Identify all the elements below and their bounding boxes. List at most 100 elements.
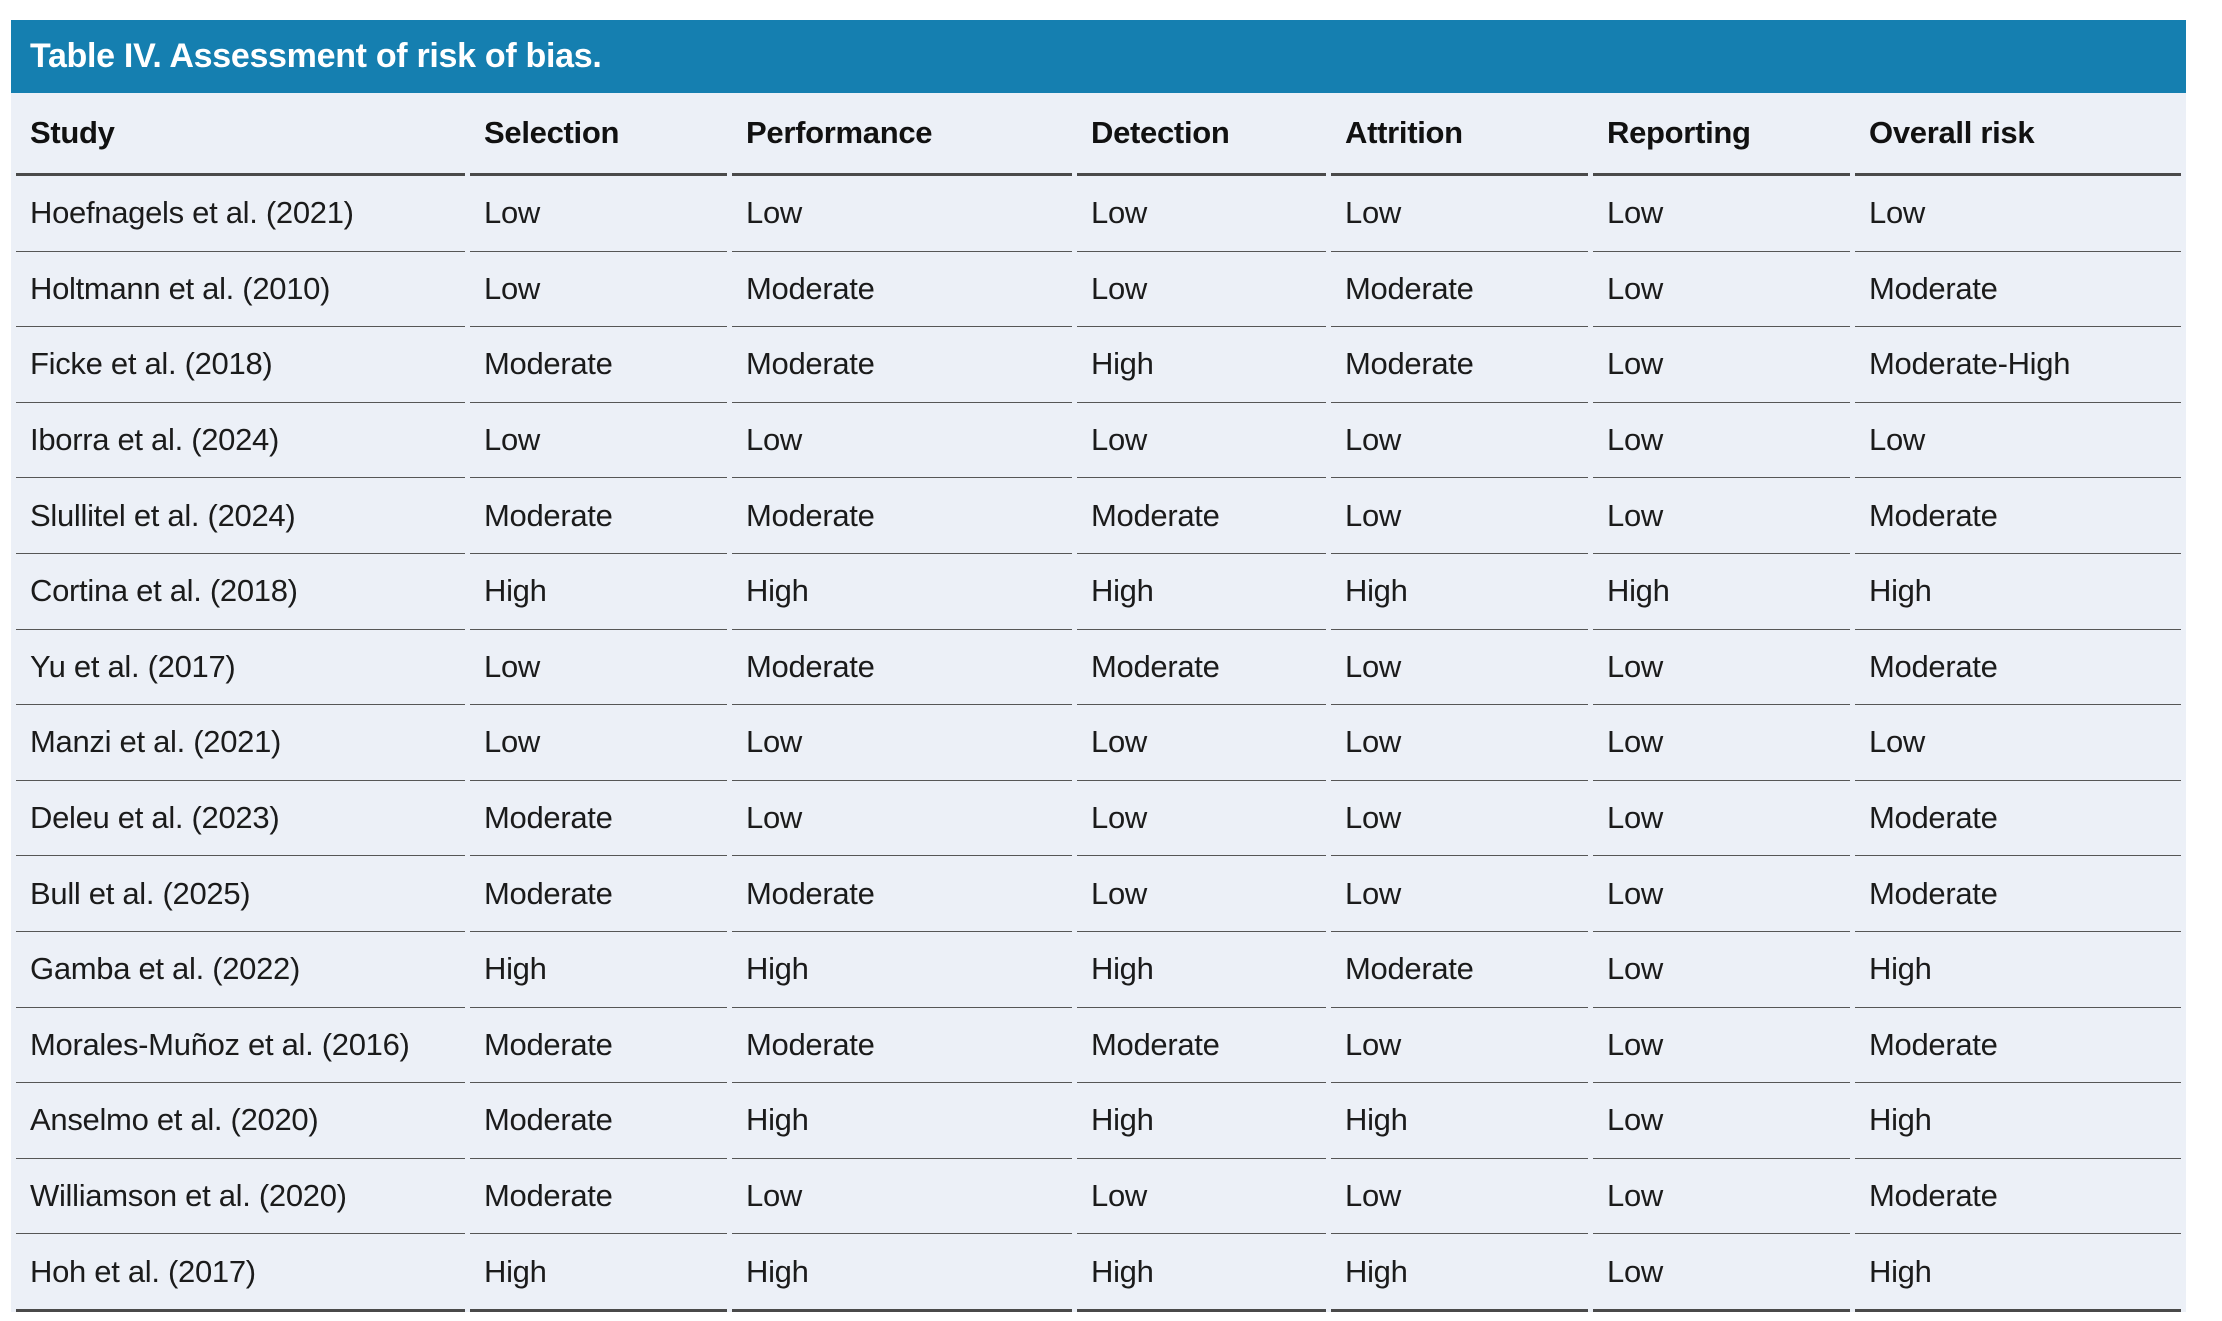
table-row: Williamson et al. (2020) Moderate Low Low Lo… — [16, 1159, 2181, 1235]
column-header-selection: Selection — [470, 93, 727, 176]
column-header-detection: Detection — [1077, 93, 1326, 176]
selection-risk-cell: Low — [470, 176, 727, 252]
overall-risk-cell: Moderate — [1855, 630, 2181, 706]
overall-risk-cell: Moderate — [1855, 252, 2181, 328]
selection-risk-cell: High — [470, 932, 727, 1008]
column-header-attrition: Attrition — [1331, 93, 1588, 176]
detection-risk-cell: Low — [1077, 403, 1326, 479]
detection-risk-cell: Low — [1077, 252, 1326, 328]
performance-risk-cell: Low — [732, 1159, 1072, 1235]
reporting-risk-cell: Low — [1593, 1234, 1850, 1313]
table-title: Table IV. Assessment of risk of bias. — [30, 37, 602, 75]
selection-risk-cell: High — [470, 554, 727, 630]
performance-risk-cell: Moderate — [732, 1008, 1072, 1084]
performance-risk-cell: High — [732, 1234, 1072, 1313]
performance-risk-cell: Low — [732, 705, 1072, 781]
performance-risk-cell: Moderate — [732, 252, 1072, 328]
attrition-risk-cell: Low — [1331, 781, 1588, 857]
performance-risk-cell: High — [732, 554, 1072, 630]
performance-risk-cell: Moderate — [732, 327, 1072, 403]
table-row: Morales-Muñoz et al. (2016) Moderate Moder… — [16, 1008, 2181, 1084]
performance-risk-cell: Low — [732, 176, 1072, 252]
performance-risk-cell: High — [732, 1083, 1072, 1159]
header-row: Study Selection Performance Detection At… — [16, 93, 2181, 176]
overall-risk-cell: Low — [1855, 176, 2181, 252]
table-row: Slullitel et al. (2024) Moderate Moderate M… — [16, 478, 2181, 554]
table-row: Manzi et al. (2021) Low Low Low Low Low Low — [16, 705, 2181, 781]
study-cell: Williamson et al. (2020) — [16, 1159, 465, 1235]
study-cell: Cortina et al. (2018) — [16, 554, 465, 630]
detection-risk-cell: Low — [1077, 1159, 1326, 1235]
risk-of-bias-table: Study Selection Performance Detection At… — [11, 93, 2186, 1313]
reporting-risk-cell: Low — [1593, 932, 1850, 1008]
detection-risk-cell: High — [1077, 932, 1326, 1008]
table-row: Holtmann et al. (2010) Low Moderate Low Mode… — [16, 252, 2181, 328]
study-cell: Holtmann et al. (2010) — [16, 252, 465, 328]
attrition-risk-cell: Low — [1331, 478, 1588, 554]
detection-risk-cell: High — [1077, 1083, 1326, 1159]
detection-risk-cell: Low — [1077, 705, 1326, 781]
reporting-risk-cell: Low — [1593, 403, 1850, 479]
attrition-risk-cell: Low — [1331, 856, 1588, 932]
table-row: Ficke et al. (2018) Moderate Moderate High M… — [16, 327, 2181, 403]
overall-risk-cell: High — [1855, 554, 2181, 630]
attrition-risk-cell: Moderate — [1331, 932, 1588, 1008]
selection-risk-cell: Low — [470, 630, 727, 706]
attrition-risk-cell: High — [1331, 1083, 1588, 1159]
overall-risk-cell: Moderate — [1855, 781, 2181, 857]
selection-risk-cell: High — [470, 1234, 727, 1313]
overall-risk-cell: Moderate — [1855, 478, 2181, 554]
reporting-risk-cell: Low — [1593, 1083, 1850, 1159]
study-cell: Morales-Muñoz et al. (2016) — [16, 1008, 465, 1084]
attrition-risk-cell: Low — [1331, 705, 1588, 781]
overall-risk-cell: Low — [1855, 705, 2181, 781]
attrition-risk-cell: Low — [1331, 630, 1588, 706]
study-cell: Deleu et al. (2023) — [16, 781, 465, 857]
attrition-risk-cell: Low — [1331, 1008, 1588, 1084]
detection-risk-cell: Low — [1077, 781, 1326, 857]
attrition-risk-cell: Low — [1331, 403, 1588, 479]
table-row: Bull et al. (2025) Moderate Moderate Low Low… — [16, 856, 2181, 932]
reporting-risk-cell: Low — [1593, 478, 1850, 554]
table-row: Iborra et al. (2024) Low Low Low Low Low Low — [16, 403, 2181, 479]
risk-of-bias-table-card: Table IV. Assessment of risk of bias. St… — [11, 20, 2186, 1313]
detection-risk-cell: Moderate — [1077, 478, 1326, 554]
table-row: Hoh et al. (2017) High High High High Low High — [16, 1234, 2181, 1313]
attrition-risk-cell: High — [1331, 554, 1588, 630]
detection-risk-cell: Low — [1077, 856, 1326, 932]
attrition-risk-cell: High — [1331, 1234, 1588, 1313]
performance-risk-cell: Low — [732, 781, 1072, 857]
selection-risk-cell: Moderate — [470, 1159, 727, 1235]
overall-risk-cell: Moderate-High — [1855, 327, 2181, 403]
reporting-risk-cell: Low — [1593, 705, 1850, 781]
attrition-risk-cell: Low — [1331, 176, 1588, 252]
table-title-bar: Table IV. Assessment of risk of bias. — [11, 20, 2186, 93]
selection-risk-cell: Moderate — [470, 478, 727, 554]
performance-risk-cell: Moderate — [732, 856, 1072, 932]
overall-risk-cell: Low — [1855, 403, 2181, 479]
attrition-risk-cell: Moderate — [1331, 327, 1588, 403]
reporting-risk-cell: High — [1593, 554, 1850, 630]
overall-risk-cell: High — [1855, 1234, 2181, 1313]
study-cell: Iborra et al. (2024) — [16, 403, 465, 479]
column-header-reporting: Reporting — [1593, 93, 1850, 176]
table-body: Hoefnagels et al. (2021) Low Low Low Low Low L… — [16, 176, 2181, 1313]
detection-risk-cell: High — [1077, 327, 1326, 403]
performance-risk-cell: Low — [732, 403, 1072, 479]
overall-risk-cell: High — [1855, 932, 2181, 1008]
reporting-risk-cell: Low — [1593, 1008, 1850, 1084]
selection-risk-cell: Moderate — [470, 327, 727, 403]
overall-risk-cell: Moderate — [1855, 1159, 2181, 1235]
study-cell: Yu et al. (2017) — [16, 630, 465, 706]
detection-risk-cell: High — [1077, 554, 1326, 630]
selection-risk-cell: Low — [470, 705, 727, 781]
column-header-performance: Performance — [732, 93, 1072, 176]
attrition-risk-cell: Moderate — [1331, 252, 1588, 328]
detection-risk-cell: Moderate — [1077, 1008, 1326, 1084]
table-row: Gamba et al. (2022) High High High Moderate L… — [16, 932, 2181, 1008]
study-cell: Slullitel et al. (2024) — [16, 478, 465, 554]
performance-risk-cell: High — [732, 932, 1072, 1008]
overall-risk-cell: High — [1855, 1083, 2181, 1159]
study-cell: Gamba et al. (2022) — [16, 932, 465, 1008]
table-row: Anselmo et al. (2020) Moderate High High Hig… — [16, 1083, 2181, 1159]
